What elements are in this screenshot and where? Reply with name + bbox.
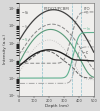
X-axis label: Depth (nm): Depth (nm) <box>45 104 68 108</box>
Y-axis label: Intensity (a.u.): Intensity (a.u.) <box>3 34 7 64</box>
Text: $^{16}$O: $^{16}$O <box>82 10 89 17</box>
Text: $^{12}$C: $^{12}$C <box>82 50 89 57</box>
Text: $^{48}$Ca: $^{48}$Ca <box>21 49 30 56</box>
Text: $^{120}$Sn: $^{120}$Sn <box>82 38 92 45</box>
Text: $^{56}$Fe: $^{56}$Fe <box>21 24 30 31</box>
Text: $^{115}$In: $^{115}$In <box>82 26 91 33</box>
Text: $^{30}$Si: $^{30}$Si <box>21 10 29 17</box>
Text: PEDOT/PCBM: PEDOT/PCBM <box>44 7 69 11</box>
Text: $^{32}$S: $^{32}$S <box>21 36 28 44</box>
Text: ITO: ITO <box>84 7 90 11</box>
